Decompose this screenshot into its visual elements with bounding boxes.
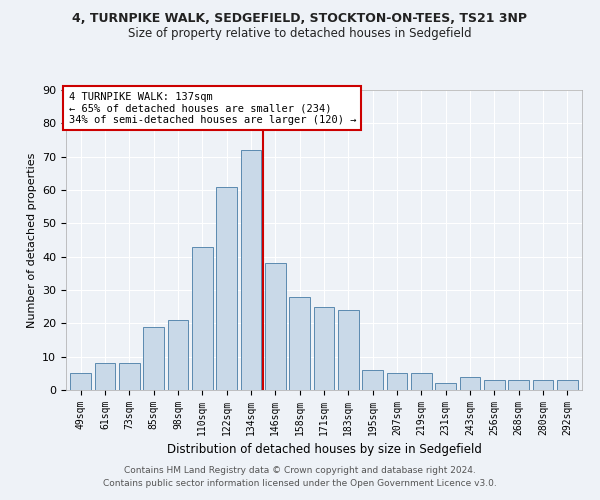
Text: Size of property relative to detached houses in Sedgefield: Size of property relative to detached ho… (128, 28, 472, 40)
X-axis label: Distribution of detached houses by size in Sedgefield: Distribution of detached houses by size … (167, 444, 481, 456)
Bar (241, 150, 262, 390)
Bar (508, 380, 529, 390)
Bar (533, 380, 553, 390)
Bar (192, 246, 212, 390)
Bar (216, 186, 237, 390)
Bar (70, 374, 91, 390)
Bar (119, 364, 140, 390)
Text: 4, TURNPIKE WALK, SEDGEFIELD, STOCKTON-ON-TEES, TS21 3NP: 4, TURNPIKE WALK, SEDGEFIELD, STOCKTON-O… (73, 12, 527, 26)
Text: Contains HM Land Registry data © Crown copyright and database right 2024.
Contai: Contains HM Land Registry data © Crown c… (103, 466, 497, 487)
Bar (95, 364, 115, 390)
Bar (484, 380, 505, 390)
Text: 4 TURNPIKE WALK: 137sqm
← 65% of detached houses are smaller (234)
34% of semi-d: 4 TURNPIKE WALK: 137sqm ← 65% of detache… (68, 92, 356, 124)
Y-axis label: Number of detached properties: Number of detached properties (26, 152, 37, 328)
Bar (436, 384, 456, 390)
Bar (143, 326, 164, 390)
Bar (167, 320, 188, 390)
Bar (386, 374, 407, 390)
Bar (289, 296, 310, 390)
Bar (362, 370, 383, 390)
Bar (460, 376, 481, 390)
Bar (314, 306, 334, 390)
Bar (557, 380, 578, 390)
Bar (338, 310, 359, 390)
Bar (265, 264, 286, 390)
Bar (411, 374, 432, 390)
